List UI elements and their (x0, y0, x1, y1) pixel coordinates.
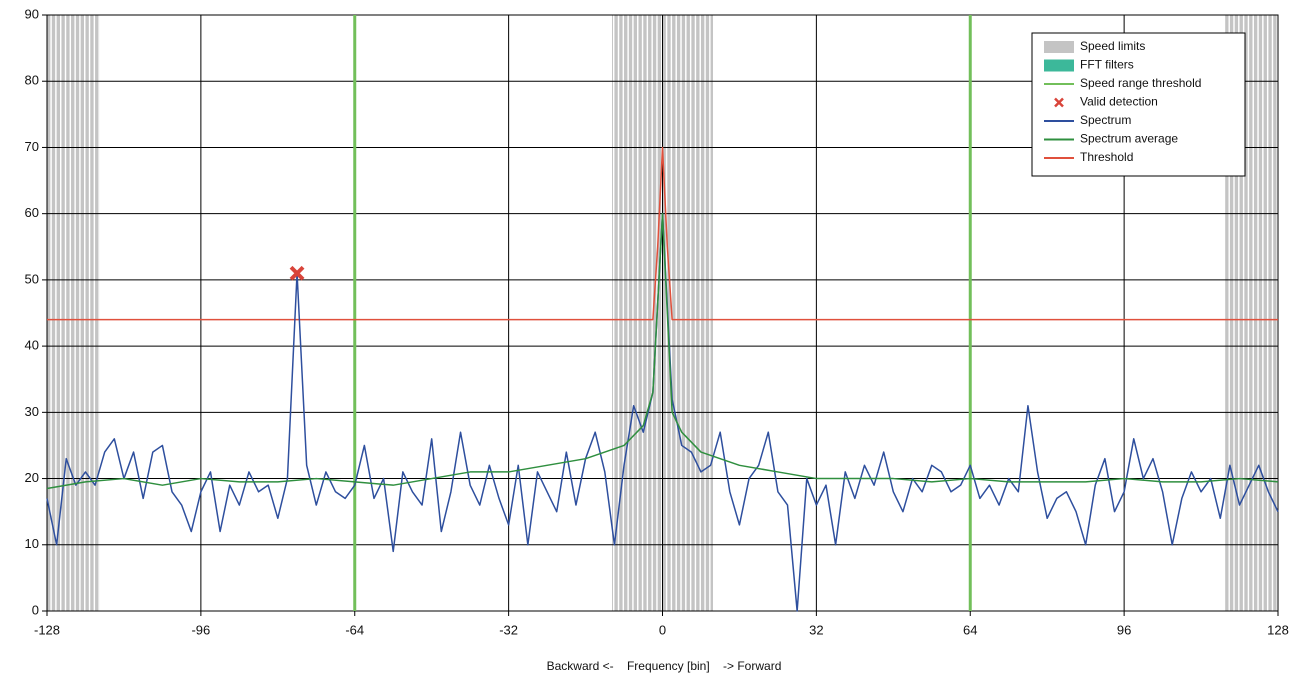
plot-frame (46, 14, 1279, 612)
y-tick-label: 70 (25, 139, 39, 154)
legend-label: Spectrum (1080, 113, 1131, 127)
x-tick-label: -32 (499, 622, 518, 637)
valid-detection (289, 265, 305, 281)
x-tick-label: 96 (1117, 622, 1131, 637)
x-tick-label: 64 (963, 622, 977, 637)
legend-box (1031, 32, 1246, 177)
y-tick-label: 20 (25, 470, 39, 485)
legend-label: Speed range threshold (1080, 76, 1201, 90)
legend-swatch (1044, 59, 1074, 72)
x-tick-label: 128 (1267, 622, 1289, 637)
x-tick-label: 0 (659, 622, 666, 637)
x-tick-label: -64 (345, 622, 364, 637)
legend-label: Threshold (1080, 150, 1133, 164)
y-tick-label: 80 (25, 73, 39, 88)
y-tick-label: 10 (25, 536, 39, 551)
legend-swatch (1044, 41, 1074, 53)
x-tick-label: -128 (34, 622, 60, 637)
y-tick-label: 30 (25, 404, 39, 419)
x-axis-label: Backward <- Frequency [bin] -> Forward (547, 659, 782, 673)
plot (46, 15, 1279, 612)
legend: Speed limits FFT filters Speed range thres… (1031, 32, 1246, 177)
y-tick-label: 0 (32, 602, 39, 617)
series-line (46, 212, 1279, 490)
y-tick-label: 90 (25, 6, 39, 21)
x-tick-label: 32 (809, 622, 823, 637)
speed-limit-band (47, 15, 100, 611)
legend-label: FFT filters (1080, 58, 1134, 72)
legend-label: Speed limits (1080, 39, 1145, 53)
legend-label: Spectrum average (1080, 132, 1178, 146)
series-line (47, 146, 1278, 321)
x-tick-label: -96 (191, 622, 210, 637)
y-tick-label: 50 (25, 271, 39, 286)
legend-swatch (1054, 97, 1064, 108)
legend-label: Valid detection (1080, 95, 1158, 109)
y-tick-label: 40 (25, 338, 39, 353)
y-tick-label: 60 (25, 205, 39, 220)
